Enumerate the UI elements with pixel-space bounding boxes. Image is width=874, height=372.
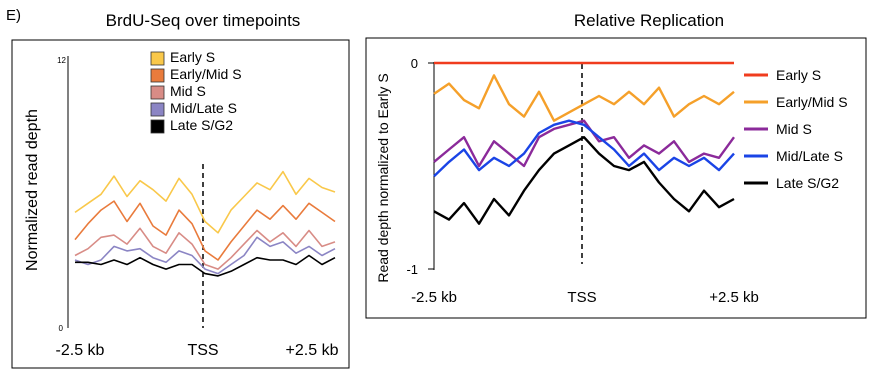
chart2-legend: Early S Early/Mid S Mid S Mid/Late S Late S/… bbox=[744, 67, 848, 191]
chart2-series-mid-late-s bbox=[433, 119, 735, 178]
chart1-ytick-bottom: 0 bbox=[59, 324, 64, 333]
chart2-frame bbox=[365, 37, 867, 319]
panel-relative: Relative Replication Read depth normaliz… bbox=[365, 11, 867, 319]
chart1-legend-swatch-late-s-g2 bbox=[150, 119, 165, 134]
chart2-xtick-left: -2.5 kb bbox=[411, 289, 457, 306]
chart1-legend-swatch-mid-s bbox=[150, 85, 165, 100]
chart1-legend-label-mid-late-s: Mid/Late S bbox=[170, 100, 237, 116]
chart2-series-early-mid-s bbox=[433, 74, 735, 122]
chart2-legend-label-mid-late-s: Mid/Late S bbox=[776, 148, 843, 164]
chart1-series-mid-late-s bbox=[74, 236, 336, 275]
chart1-legend-swatch-early-s bbox=[150, 51, 165, 66]
chart2-legend-label-early-mid-s: Early/Mid S bbox=[776, 94, 848, 110]
chart1-legend-label-early-s: Early S bbox=[170, 49, 215, 65]
chart1-xtick-center: TSS bbox=[187, 342, 218, 359]
chart1-legend-swatch-early-mid-s bbox=[150, 68, 165, 83]
chart1-legend-label-mid-s: Mid S bbox=[170, 83, 206, 99]
chart1-legend-label-late-s-g2: Late S/G2 bbox=[170, 117, 233, 133]
chart1-series-late-s-g2 bbox=[75, 254, 336, 277]
chart1-frame bbox=[11, 39, 350, 369]
chart2-legend-label-early-s: Early S bbox=[776, 67, 821, 83]
chart1-title: BrdU-Seq over timepoints bbox=[106, 11, 301, 30]
chart2-ytick-0: 0 bbox=[411, 56, 418, 71]
chart1-ylabel: Normalized read depth bbox=[24, 109, 41, 271]
chart2-title: Relative Replication bbox=[574, 11, 724, 30]
chart1-xtick-right: +2.5 kb bbox=[286, 342, 339, 359]
panel-label: E) bbox=[6, 7, 21, 24]
chart1-series-early-mid-s bbox=[74, 200, 336, 261]
chart1-series-mid-s bbox=[74, 227, 336, 270]
chart2-legend-label-late-s-g2: Late S/G2 bbox=[776, 175, 839, 191]
chart2-series-mid-s bbox=[433, 119, 735, 168]
chart2-legend-label-mid-s: Mid S bbox=[776, 121, 812, 137]
chart2-xtick-right: +2.5 kb bbox=[709, 289, 759, 306]
chart1-legend-label-early-mid-s: Early/Mid S bbox=[170, 66, 242, 82]
chart1-legend-swatch-mid-late-s bbox=[150, 102, 165, 117]
chart1-ytick-top: 12 bbox=[57, 56, 66, 65]
chart2-ylabel: Read depth normalized to Early S bbox=[375, 73, 391, 282]
panel-brdu: BrdU-Seq over timepoints Normalized read… bbox=[11, 11, 350, 369]
chart2-ytick-1: -1 bbox=[406, 262, 418, 277]
chart1-series-early-s bbox=[74, 170, 336, 234]
chart2-series-late-s-g2 bbox=[433, 135, 735, 225]
chart2-xtick-center: TSS bbox=[567, 289, 596, 306]
chart1-xtick-left: -2.5 kb bbox=[56, 342, 105, 359]
